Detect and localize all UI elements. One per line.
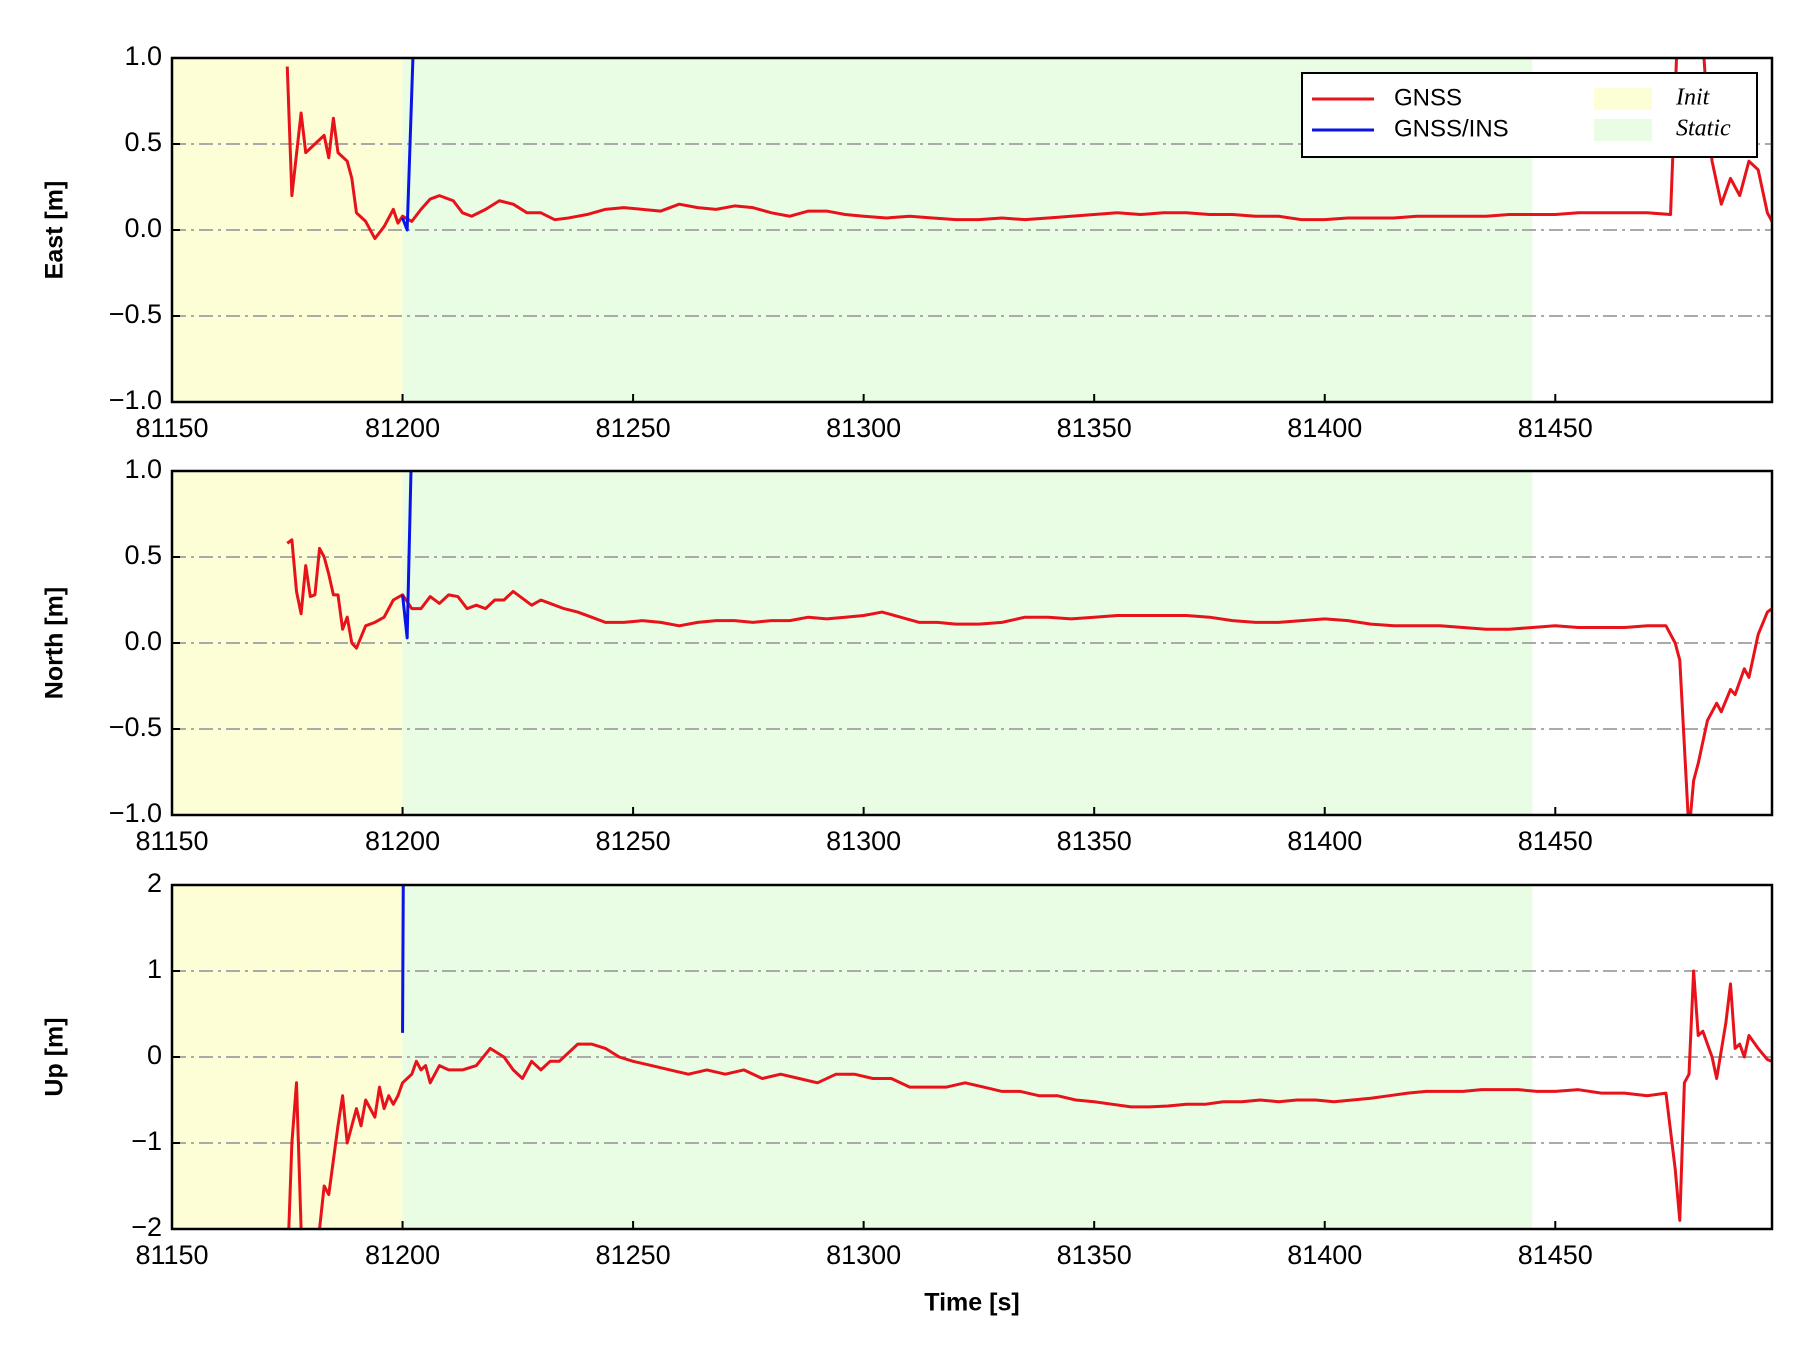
plot-area — [172, 885, 1772, 1229]
y-tick-label: 0.0 — [124, 626, 162, 656]
x-tick-label: 81350 — [1057, 413, 1132, 443]
legend-label: GNSS — [1394, 84, 1462, 111]
plot-area — [172, 471, 1772, 815]
y-tick-label: 2 — [147, 868, 162, 898]
y-tick-label: −1.0 — [109, 798, 162, 828]
x-tick-label: 81300 — [826, 826, 901, 856]
y-tick-label: −1.0 — [109, 385, 162, 415]
legend-label: GNSS/INS — [1394, 115, 1509, 142]
x-tick-label: 81450 — [1518, 826, 1593, 856]
x-tick-label: 81450 — [1518, 1240, 1593, 1270]
x-tick-label: 81150 — [135, 413, 208, 443]
legend-patch — [1594, 119, 1652, 141]
y-tick-label: −1 — [131, 1126, 162, 1156]
x-tick-label: 81150 — [135, 826, 208, 856]
y-tick-label: 1 — [147, 954, 162, 984]
panel: −1.0 −0.5 0.0 0.5 1.0 81150 81200 81250 81300 813… — [41, 454, 1774, 856]
x-tick-label: 81250 — [596, 1240, 671, 1270]
x-tick-label: 81150 — [135, 1240, 208, 1270]
y-axis-label: Up [m] — [41, 1017, 69, 1096]
y-tick-label: 0.5 — [124, 540, 162, 570]
x-axis-label: Time [s] — [924, 1289, 1019, 1317]
y-tick-label: 1.0 — [124, 41, 162, 71]
x-tick-label: 81350 — [1057, 1240, 1132, 1270]
y-tick-label: −2 — [131, 1212, 162, 1242]
x-tick-label: 81200 — [365, 1240, 440, 1270]
plot-area — [172, 58, 1772, 402]
panel: −1.0 −0.5 0.0 0.5 1.0 81150 81200 81250 81300 813… — [41, 41, 1774, 443]
x-tick-label: 81350 — [1057, 826, 1132, 856]
panel: −2 −1 0 1 2 81150 81200 81250 81300 81350 81400 814… — [41, 868, 1774, 1317]
y-tick-label: 1.0 — [124, 454, 162, 484]
x-tick-label: 81300 — [826, 413, 901, 443]
x-tick-label: 81400 — [1287, 826, 1362, 856]
legend-patch — [1594, 88, 1652, 110]
x-tick-label: 81250 — [596, 826, 671, 856]
x-tick-label: 81300 — [826, 1240, 901, 1270]
y-axis-label: North [m] — [41, 587, 69, 699]
x-tick-label: 81250 — [596, 413, 671, 443]
x-tick-label: 81450 — [1518, 413, 1593, 443]
series-line — [401, 471, 413, 640]
y-tick-label: −0.5 — [109, 712, 162, 742]
y-tick-label: 0 — [147, 1040, 162, 1070]
x-tick-label: 81200 — [365, 413, 440, 443]
y-tick-label: −0.5 — [109, 299, 162, 329]
y-axis-label: East [m] — [41, 181, 69, 280]
series-line — [286, 538, 1772, 815]
legend-label: Static — [1676, 116, 1731, 142]
y-tick-label: 0.5 — [124, 127, 162, 157]
series-line — [285, 58, 1772, 241]
legend: GNSS GNSS/INS Init Static — [1301, 72, 1758, 158]
x-tick-label: 81200 — [365, 826, 440, 856]
series-line — [287, 969, 1772, 1229]
x-tick-label: 81400 — [1287, 1240, 1362, 1270]
series-line — [401, 885, 405, 1033]
series-line — [401, 58, 415, 232]
legend-box — [1301, 72, 1758, 158]
y-tick-label: 0.0 — [124, 213, 162, 243]
x-tick-label: 81400 — [1287, 413, 1362, 443]
legend-label: Init — [1675, 85, 1711, 111]
